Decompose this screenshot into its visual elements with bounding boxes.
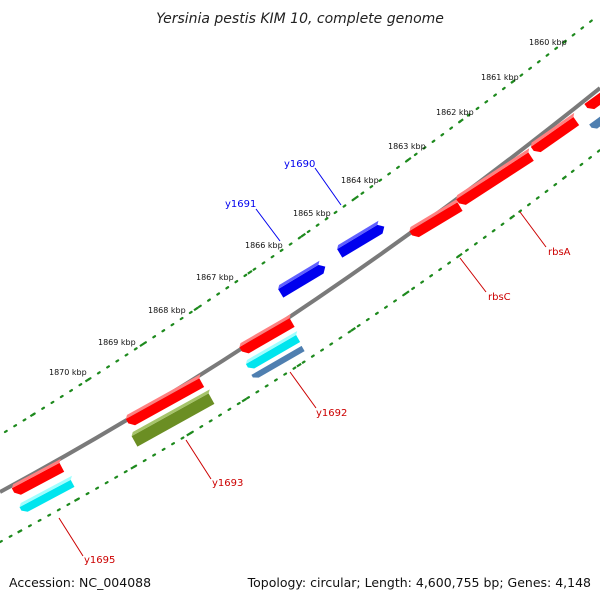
scale-label: 1870 kbp <box>49 368 87 377</box>
leader-rbsC <box>459 257 487 293</box>
scale-label: 1861 kbp <box>481 73 519 82</box>
gene-y1693[interactable] <box>130 389 217 447</box>
gene-red-right-2[interactable] <box>584 89 600 112</box>
scale-label: 1869 kbp <box>98 338 136 347</box>
scale-label: 1865 kbp <box>293 209 331 218</box>
gene-label-y1692[interactable]: y1692 <box>316 408 347 419</box>
genome-summary-text: Topology: circular; Length: 4,600,755 bp… <box>247 575 591 590</box>
leader-y1692 <box>289 371 317 409</box>
gene-label-rbsC[interactable]: rbsC <box>488 292 511 303</box>
gene-y1692[interactable] <box>251 345 305 380</box>
gene-label-y1693[interactable]: y1693 <box>212 478 243 489</box>
gene-label-y1691[interactable]: y1691 <box>225 199 256 210</box>
gene-label-y1690[interactable]: y1690 <box>284 159 315 170</box>
scale-label: 1866 kbp <box>245 241 283 250</box>
leader-rbsA <box>519 211 547 248</box>
gene-rbsC[interactable] <box>408 198 465 240</box>
gene-red-right-1[interactable] <box>529 112 582 155</box>
inner-scale-track <box>0 148 600 544</box>
gene-rbsA[interactable] <box>455 148 537 207</box>
scale-label: 1864 kbp <box>341 176 379 185</box>
scale-label: 1860 kbp <box>529 38 567 47</box>
scale-label: 1868 kbp <box>148 306 186 315</box>
gene-y1695[interactable] <box>18 475 77 514</box>
gene-red-y1692-cluster[interactable] <box>238 314 297 356</box>
gene-label-y1695[interactable]: y1695 <box>84 555 115 566</box>
map-title: Yersinia pestis KIM 10, complete genome <box>156 11 444 27</box>
gene-red-y1693-cluster[interactable] <box>124 374 206 428</box>
leader-y1690 <box>314 167 342 206</box>
outer-scale-ticks <box>4 17 596 433</box>
gene-steel-right[interactable] <box>589 115 600 131</box>
leader-y1691 <box>255 208 281 242</box>
scale-label: 1863 kbp <box>388 142 426 151</box>
leader-y1695 <box>58 517 84 557</box>
gene-y1691[interactable] <box>277 260 328 298</box>
accession-text: Accession: NC_004088 <box>9 575 151 590</box>
scale-label: 1867 kbp <box>196 273 234 282</box>
gene-red-y1695-cluster[interactable] <box>10 458 66 497</box>
gene-cyan-y1692-cluster[interactable] <box>244 330 302 371</box>
gene-y1690[interactable] <box>336 220 387 258</box>
gene-label-rbsA[interactable]: rbsA <box>548 247 571 258</box>
genome-backbone <box>0 86 600 494</box>
scale-label: 1862 kbp <box>436 108 474 117</box>
leader-y1693 <box>185 439 212 480</box>
